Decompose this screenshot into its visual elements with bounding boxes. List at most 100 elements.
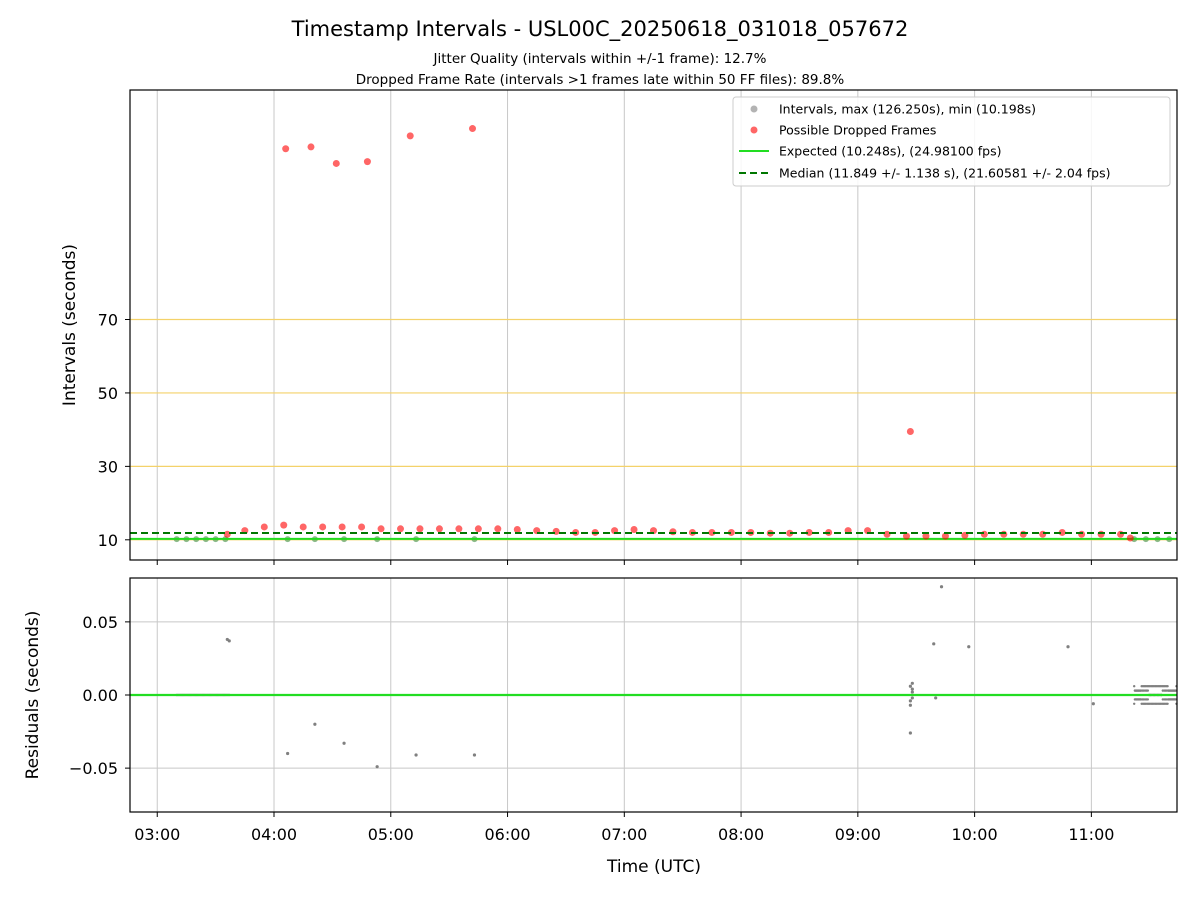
residual-point xyxy=(932,642,936,646)
legend-label-median: Median (11.849 +/- 1.138 s), (21.60581 +… xyxy=(779,166,1110,181)
dropped-frame-point xyxy=(338,523,346,531)
x-tick-label: 08:00 xyxy=(718,825,764,844)
dropped-frame-point xyxy=(1019,530,1027,538)
residual-point xyxy=(1132,702,1136,705)
residual-point xyxy=(939,585,944,589)
residual-point xyxy=(1132,685,1136,688)
y-tick-label: 10 xyxy=(98,531,118,550)
residual-point xyxy=(342,741,346,745)
dropped-frame-point xyxy=(513,526,521,534)
top-axes-frame xyxy=(129,89,1178,561)
x-tick-label: 06:00 xyxy=(484,825,530,844)
residual-point xyxy=(472,753,477,757)
residual-point xyxy=(1146,698,1150,701)
dropped-frame-point xyxy=(630,526,638,534)
residual-point xyxy=(908,699,912,703)
residual-point xyxy=(908,684,912,688)
residual-point xyxy=(1166,685,1169,688)
dropped-frame-point xyxy=(299,523,307,531)
dropped-frame-point xyxy=(1078,530,1086,538)
residual-point xyxy=(414,753,418,757)
residual-point xyxy=(227,639,231,643)
y-tick-label: 30 xyxy=(98,457,118,476)
bottom-y-axis-label: Residuals (seconds) xyxy=(23,611,43,780)
residual-point xyxy=(1174,698,1177,701)
dropped-frame-point xyxy=(307,143,315,151)
legend-label-expected: Expected (10.248s), (24.98100 fps) xyxy=(779,144,1001,159)
dropped-frame-point xyxy=(469,125,477,133)
x-tick-label: 09:00 xyxy=(835,825,881,844)
dropped-frame-point xyxy=(363,158,371,166)
y-tick-label: 0.05 xyxy=(82,613,118,632)
dropped-frame-point xyxy=(922,532,930,540)
dropped-frame-point xyxy=(280,521,288,529)
residual-point xyxy=(1166,702,1169,705)
residual-point xyxy=(910,696,914,700)
residual-point xyxy=(910,687,914,691)
x-tick-label: 11:00 xyxy=(1068,825,1114,844)
dropped-frame-point xyxy=(455,525,463,533)
residual-point xyxy=(910,681,914,685)
dropped-frame-point xyxy=(1117,530,1125,538)
x-tick-label: 10:00 xyxy=(952,825,998,844)
dropped-frame-point xyxy=(406,132,414,140)
residual-point xyxy=(375,765,379,769)
dropped-frame-point xyxy=(435,525,443,533)
residual-point xyxy=(1066,645,1070,649)
legend: Intervals, max (126.250s), min (10.198s)… xyxy=(732,96,1171,187)
x-tick-label: 04:00 xyxy=(251,825,297,844)
residual-point xyxy=(934,696,938,700)
dropped-frame-point xyxy=(786,529,794,537)
dropped-frame-point xyxy=(1097,530,1105,538)
dropped-frame-point xyxy=(1000,530,1008,538)
residuals-plot: 03:00 04:00 05:00 06:00 07:00 08:00 09:00 10:00… xyxy=(69,577,1178,844)
chart-title: Timestamp Intervals - USL00C_20250618_03… xyxy=(291,17,909,42)
dropped-frame-point xyxy=(332,159,340,167)
y-tick-label: −0.05 xyxy=(69,759,118,778)
residual-point xyxy=(967,645,971,649)
dropped-frame-point xyxy=(883,530,891,538)
dropped-frame-point xyxy=(1039,530,1047,538)
intervals-plot: 10 30 50 70 xyxy=(98,89,1178,565)
y-tick-label: 0.00 xyxy=(82,686,118,705)
residual-point xyxy=(286,751,290,756)
legend-intervals-marker xyxy=(750,105,758,113)
dropped-frame-point xyxy=(669,528,677,536)
y-tick-label: 50 xyxy=(98,384,118,403)
top-y-axis-label: Intervals (seconds) xyxy=(60,244,80,406)
dropped-frame-point xyxy=(902,532,910,540)
legend-dropped-marker xyxy=(750,126,758,134)
residual-point xyxy=(908,703,912,707)
dropped-frame-point xyxy=(223,530,231,538)
dropped-frame-point xyxy=(397,525,405,533)
x-tick-label: 05:00 xyxy=(368,825,414,844)
legend-label-intervals: Intervals, max (126.250s), min (10.198s) xyxy=(779,102,1036,117)
residual-point xyxy=(1091,702,1095,706)
y-tick-label: 70 xyxy=(98,310,118,329)
dropped-frame-point xyxy=(358,523,366,531)
dropped-frame-point xyxy=(980,530,988,538)
dropped-frame-point xyxy=(494,525,502,533)
chart-subtitle-jitter: Jitter Quality (intervals within +/-1 fr… xyxy=(433,51,767,67)
dropped-frame-point xyxy=(474,525,482,533)
legend-label-dropped: Possible Dropped Frames xyxy=(779,123,936,138)
dropped-frame-point xyxy=(1126,534,1134,542)
residual-point xyxy=(1174,689,1177,692)
dropped-frame-point xyxy=(727,528,735,536)
residual-point xyxy=(908,731,912,735)
dropped-frame-point xyxy=(377,525,385,533)
dropped-frame-point xyxy=(906,427,914,435)
x-tick-label: 03:00 xyxy=(134,825,180,844)
residual-point xyxy=(910,690,914,694)
dropped-frame-point xyxy=(416,525,424,533)
residual-point xyxy=(313,722,317,726)
dropped-frame-point xyxy=(282,145,290,153)
x-axis-label: Time (UTC) xyxy=(606,857,701,877)
dropped-frame-point xyxy=(1058,528,1066,536)
bottom-axes-frame xyxy=(129,577,1178,813)
dropped-frame-point xyxy=(319,523,327,531)
chart-subtitle-dropped: Dropped Frame Rate (intervals >1 frames … xyxy=(356,72,845,88)
dropped-frame-point xyxy=(708,528,716,536)
dropped-frame-point xyxy=(260,523,268,531)
